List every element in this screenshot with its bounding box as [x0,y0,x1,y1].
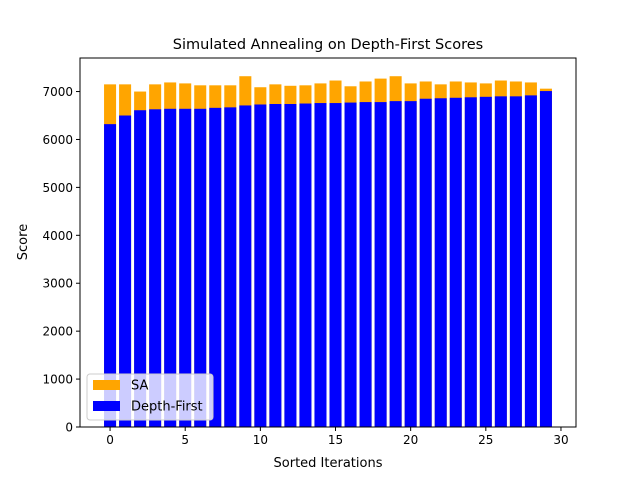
legend-swatch-0 [93,380,120,390]
y-tick-label-6: 6000 [42,133,73,147]
bar-depth-first-13 [299,103,312,427]
bar-depth-first-27 [509,96,522,428]
bar-depth-first-2 [134,110,147,428]
y-axis: 0 1000 2000 3000 4000 5000 6000 7000 [42,85,80,435]
bar-depth-first-20 [404,101,417,427]
bar-depth-first-15 [329,103,342,427]
legend: SA Depth-First [86,373,214,421]
x-axis: 0 5 10 15 20 25 30 [106,427,569,447]
y-axis-label: Score [16,224,31,260]
bar-depth-first-7 [209,107,222,427]
bar-depth-first-8 [224,107,237,427]
x-tick-label-5: 25 [478,433,493,447]
legend-label-0: SA [131,379,148,394]
bar-depth-first-11 [269,104,282,428]
bar-depth-first-6 [194,108,207,428]
bar-depth-first-17 [359,102,372,427]
bar-depth-first-18 [374,102,387,427]
y-tick-label-2: 2000 [42,325,73,339]
bar-depth-first-14 [314,103,327,427]
y-tick-label-0: 0 [65,421,73,435]
plot-area [104,76,552,428]
y-tick-label-3: 3000 [42,277,73,291]
bar-depth-first-28 [524,95,537,428]
bar-depth-first-3 [149,109,162,428]
chart-title: Simulated Annealing on Depth-First Score… [173,37,483,53]
legend-swatch-1 [93,401,120,411]
x-tick-label-4: 20 [403,433,418,447]
bar-depth-first-29 [539,91,552,428]
bar-depth-first-9 [239,105,252,427]
y-tick-label-1: 1000 [42,373,73,387]
bar-depth-first-10 [254,104,267,428]
bar-depth-first-19 [389,101,402,427]
bar-depth-first-12 [284,104,297,428]
x-axis-label: Sorted Iterations [274,456,383,471]
y-tick-label-5: 5000 [42,181,73,195]
bar-depth-first-21 [419,98,432,427]
bar-depth-first-23 [449,97,462,427]
bar-depth-first-1 [119,115,132,427]
x-tick-label-1: 5 [181,433,189,447]
x-tick-label-6: 30 [553,433,568,447]
bar-depth-first-4 [164,108,177,428]
bar-depth-first-25 [479,96,492,427]
legend-label-1: Depth-First [131,400,203,415]
bar-depth-first-16 [344,102,357,427]
x-tick-label-3: 15 [328,433,343,447]
y-tick-label-7: 7000 [42,85,73,99]
y-tick-label-4: 4000 [42,229,73,243]
bar-depth-first-22 [434,98,447,427]
axes-frame [79,57,577,428]
x-tick-label-0: 0 [106,433,114,447]
bar-depth-first-24 [464,97,477,427]
bar-depth-first-5 [179,108,192,428]
x-tick-label-2: 10 [253,433,268,447]
bar-depth-first-26 [494,96,507,428]
bar-depth-first-0 [104,124,117,427]
